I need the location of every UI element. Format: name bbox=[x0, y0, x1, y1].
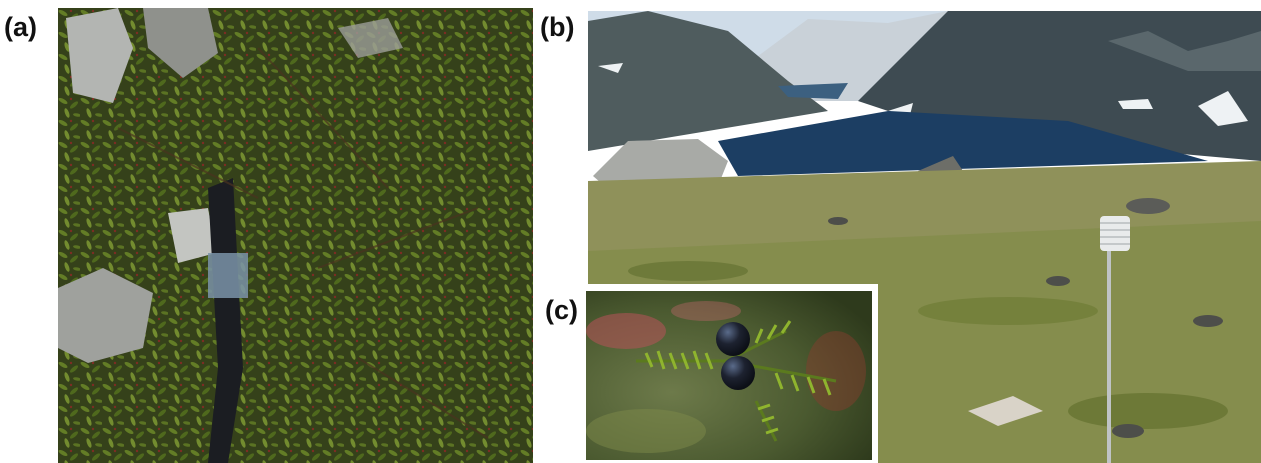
photo-crowberry-berries-closeup bbox=[586, 291, 872, 460]
panel-label-c: (c) bbox=[545, 295, 578, 325]
panel-label-b: (b) bbox=[540, 12, 575, 42]
panel-label-a: (a) bbox=[4, 12, 37, 42]
photo-crowberry-shrub-closeup bbox=[58, 8, 533, 463]
